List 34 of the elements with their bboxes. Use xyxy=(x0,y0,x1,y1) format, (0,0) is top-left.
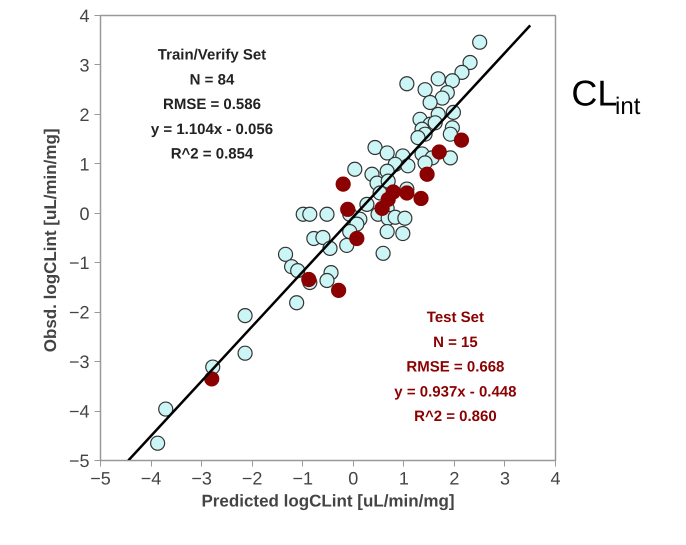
y-tick-label: 0 xyxy=(79,204,90,224)
y-tick-label: −2 xyxy=(68,302,90,323)
y-axis-title: Obsd. logCLint [uL/min/mg] xyxy=(40,128,60,352)
point xyxy=(340,202,356,217)
x-tick-label: −2 xyxy=(242,468,262,488)
point xyxy=(413,190,429,206)
x-tick-label: −3 xyxy=(191,468,212,488)
point xyxy=(336,176,351,192)
point xyxy=(331,282,346,298)
x-tick-label: 4 xyxy=(550,468,561,488)
x-tick-label: −1 xyxy=(292,468,313,488)
point xyxy=(349,230,364,246)
annotation: Test Set N = 15 RMSE = 0.668 y = 0.937x - 0.448 R^2 = 0.860 xyxy=(394,309,516,426)
x-tick-label: 1 xyxy=(398,468,409,488)
y-tick-label: 1 xyxy=(79,154,90,174)
y-tick-label: 2 xyxy=(79,104,90,125)
point xyxy=(454,132,470,148)
point xyxy=(399,185,414,201)
x-tick-label: 0 xyxy=(348,468,358,488)
annotation: Train/Verify Set N = 84 RMSE = 0.586 y = 1.104x - 0.056 R^2 = 0.854 xyxy=(150,46,274,163)
x-axis-title: Predicted logCLint [uL/min/mg] xyxy=(201,492,455,510)
y-tick-label: 3 xyxy=(79,55,90,76)
x-tick-label: −4 xyxy=(140,468,162,488)
x-tick-label: 2 xyxy=(449,468,460,488)
point xyxy=(419,166,435,182)
point xyxy=(374,200,390,216)
y-tick-label: −3 xyxy=(68,352,90,372)
y-tick-label: −5 xyxy=(68,451,90,471)
x-tick-label: 3 xyxy=(500,468,510,488)
point xyxy=(301,272,316,288)
y-tick-label: −1 xyxy=(68,253,90,274)
y-tick-label: 4 xyxy=(79,6,90,26)
y-tick-label: −4 xyxy=(68,402,90,422)
point xyxy=(432,144,447,160)
